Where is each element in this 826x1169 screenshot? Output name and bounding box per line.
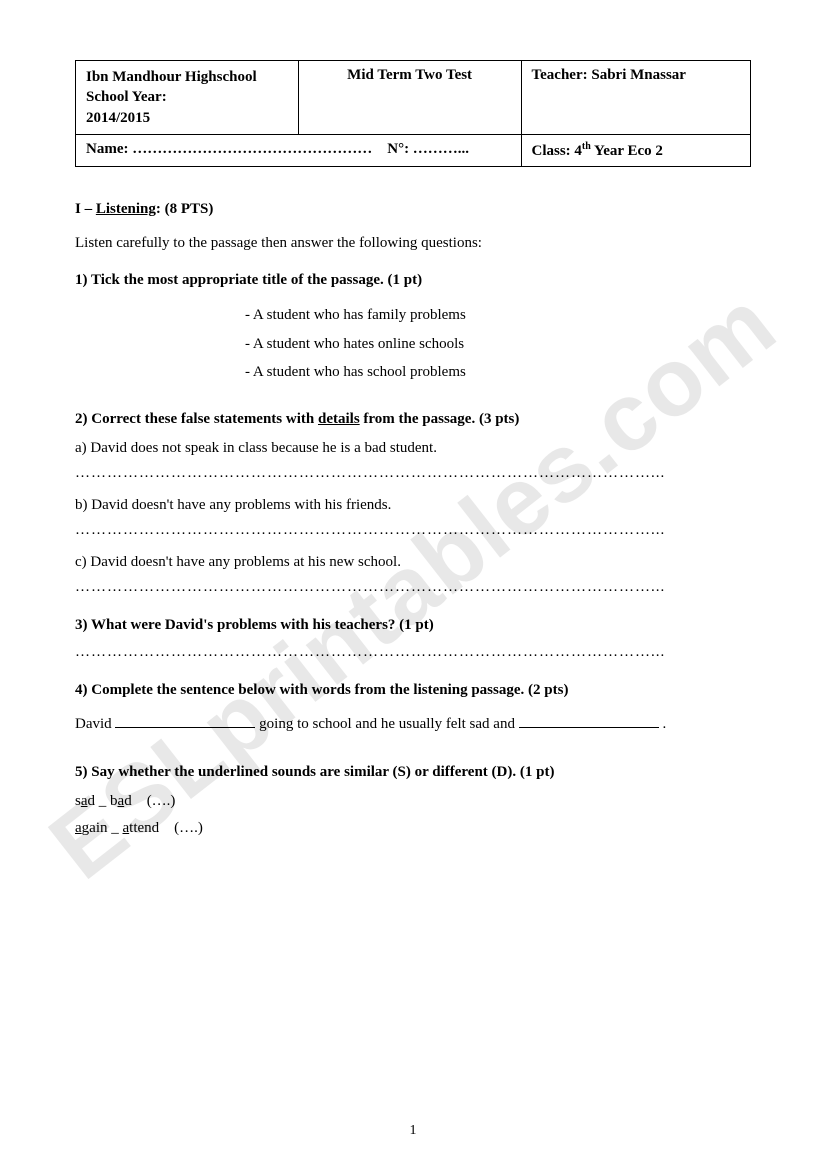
w2a-post: gain (82, 820, 108, 836)
paren1: (….) (147, 793, 176, 809)
q2-dotted-a: ………………………………………………………………………………………………... (75, 461, 751, 485)
q4-mid: going to school and he usually felt sad … (255, 716, 518, 732)
q1-options: - A student who has family problems - A … (245, 301, 751, 387)
q3-dotted: ………………………………………………………………………………………………... (75, 640, 751, 664)
w1b-pre: b (110, 793, 118, 809)
q2-dotted-b: ………………………………………………………………………………………………... (75, 518, 751, 542)
page-number: 1 (0, 1123, 826, 1139)
section-prefix: I – (75, 201, 96, 217)
q3-heading: 3) What were David's problems with his t… (75, 617, 751, 634)
q4-sentence: David going to school and he usually fel… (75, 711, 751, 738)
sep2: _ (108, 820, 123, 836)
q2-dotted-c: ………………………………………………………………………………………………... (75, 575, 751, 599)
header-teacher-cell: Teacher: Sabri Mnassar (521, 61, 751, 135)
class-cell: Class: 4th Year Eco 2 (521, 134, 751, 166)
w1a-u: a (81, 793, 88, 809)
q2-heading: 2) Correct these false statements with d… (75, 411, 751, 428)
q2-item-a: a) David does not speak in class because… (75, 440, 751, 457)
q1-option-2: - A student who hates online schools (245, 330, 751, 359)
name-field: Name: ………………………………………… (86, 141, 372, 157)
page-content: Ibn Mandhour Highschool School Year: 201… (0, 0, 826, 885)
class-ordinal: th (582, 141, 591, 152)
number-field: N°: ………... (387, 141, 469, 157)
q2-item-b: b) David doesn't have any problems with … (75, 497, 751, 514)
section-suffix: : (8 PTS) (156, 201, 214, 217)
school-name: Ibn Mandhour Highschool (86, 69, 257, 85)
header-school-cell: Ibn Mandhour Highschool School Year: 201… (76, 61, 299, 135)
year-label: School Year: (86, 89, 167, 105)
q4-blank-1 (115, 714, 255, 728)
teacher-name: Sabri Mnassar (591, 67, 686, 83)
section-1-heading: I – Listening: (8 PTS) (75, 201, 751, 218)
year-value: 2014/2015 (86, 110, 150, 126)
w1b-post: d (124, 793, 132, 809)
header-title-cell: Mid Term Two Test (298, 61, 521, 135)
w2a-u: a (75, 820, 82, 836)
q5-pair-2: again _ attend (….) (75, 820, 751, 837)
w1a-post: d (88, 793, 96, 809)
section-underlined: Listening (96, 201, 156, 217)
q5-pair-1: sad _ bad (….) (75, 793, 751, 810)
paren2: (….) (174, 820, 203, 836)
header-table: Ibn Mandhour Highschool School Year: 201… (75, 60, 751, 167)
name-number-cell: Name: ………………………………………… N°: ………... (76, 134, 522, 166)
q4-prefix: David (75, 716, 115, 732)
q1-heading: 1) Tick the most appropriate title of th… (75, 272, 751, 289)
class-suffix: Year Eco 2 (591, 143, 663, 159)
w2b-post: ttend (129, 820, 159, 836)
q1-option-3: - A student who has school problems (245, 358, 751, 387)
sep1: _ (95, 793, 110, 809)
q4-heading: 4) Complete the sentence below with word… (75, 682, 751, 699)
teacher-label: Teacher: (532, 67, 588, 83)
q4-blank-2 (519, 714, 659, 728)
q2-suffix: from the passage. (3 pts) (360, 411, 520, 427)
q5-heading: 5) Say whether the underlined sounds are… (75, 764, 751, 781)
test-title: Mid Term Two Test (347, 67, 472, 83)
q2-item-c: c) David doesn't have any problems at hi… (75, 554, 751, 571)
class-prefix: Class: 4 (532, 143, 582, 159)
q1-option-1: - A student who has family problems (245, 301, 751, 330)
q2-underlined: details (318, 411, 360, 427)
section-1-intro: Listen carefully to the passage then ans… (75, 232, 751, 255)
q4-suffix: . (659, 716, 667, 732)
q2-prefix: 2) Correct these false statements with (75, 411, 318, 427)
